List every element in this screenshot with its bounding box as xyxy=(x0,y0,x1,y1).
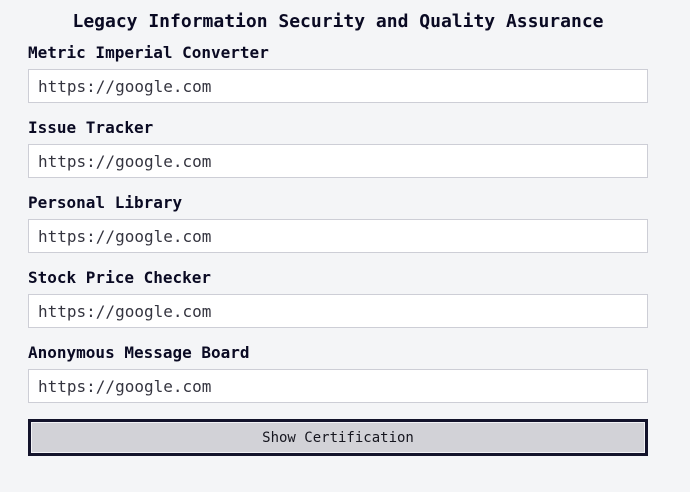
url-input-metric-imperial-converter[interactable] xyxy=(28,69,648,103)
field-personal-library: Personal Library xyxy=(28,194,648,253)
url-input-anonymous-message-board[interactable] xyxy=(28,369,648,403)
page-title: Legacy Information Security and Quality … xyxy=(72,11,604,32)
project-links-form: Metric Imperial Converter Issue Tracker … xyxy=(28,44,648,456)
field-label-anonymous-message-board: Anonymous Message Board xyxy=(28,343,250,362)
field-metric-imperial-converter: Metric Imperial Converter xyxy=(28,44,648,103)
field-label-issue-tracker: Issue Tracker xyxy=(28,118,154,137)
show-certification-button[interactable]: Show Certification xyxy=(28,419,648,456)
url-input-personal-library[interactable] xyxy=(28,219,648,253)
field-label-metric-imperial-converter: Metric Imperial Converter xyxy=(28,43,269,62)
field-issue-tracker: Issue Tracker xyxy=(28,119,648,178)
field-stock-price-checker: Stock Price Checker xyxy=(28,269,648,328)
field-label-stock-price-checker: Stock Price Checker xyxy=(28,268,212,287)
field-anonymous-message-board: Anonymous Message Board xyxy=(28,344,648,403)
field-label-personal-library: Personal Library xyxy=(28,193,183,212)
certification-form-page: Legacy Information Security and Quality … xyxy=(28,0,648,456)
url-input-stock-price-checker[interactable] xyxy=(28,294,648,328)
url-input-issue-tracker[interactable] xyxy=(28,144,648,178)
